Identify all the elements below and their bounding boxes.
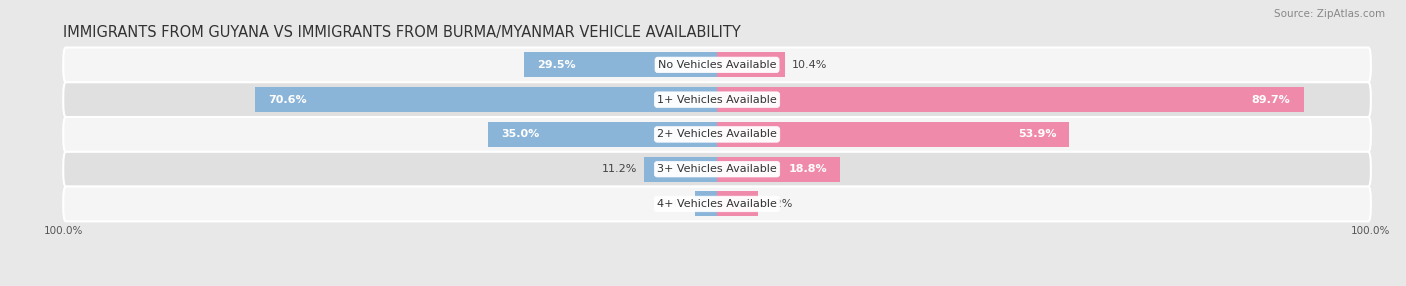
Bar [717,191,758,217]
Text: 29.5%: 29.5% [537,60,576,70]
Text: 11.2%: 11.2% [602,164,637,174]
Text: 18.8%: 18.8% [789,164,827,174]
Text: 6.2%: 6.2% [763,199,793,209]
FancyBboxPatch shape [63,82,1371,117]
Text: IMMIGRANTS FROM GUYANA VS IMMIGRANTS FROM BURMA/MYANMAR VEHICLE AVAILABILITY: IMMIGRANTS FROM GUYANA VS IMMIGRANTS FRO… [63,25,741,40]
Bar [717,157,839,182]
Bar [695,191,717,217]
Text: Source: ZipAtlas.com: Source: ZipAtlas.com [1274,9,1385,19]
FancyBboxPatch shape [63,117,1371,152]
FancyBboxPatch shape [63,152,1371,186]
FancyBboxPatch shape [63,186,1371,221]
Text: 4+ Vehicles Available: 4+ Vehicles Available [657,199,778,209]
Text: 2+ Vehicles Available: 2+ Vehicles Available [657,130,778,139]
Text: 53.9%: 53.9% [1018,130,1056,139]
Bar [256,87,717,112]
FancyBboxPatch shape [63,47,1371,82]
Bar [717,52,785,78]
Text: 3.4%: 3.4% [659,199,689,209]
Text: 35.0%: 35.0% [502,130,540,139]
Text: 3+ Vehicles Available: 3+ Vehicles Available [657,164,778,174]
Bar [488,122,717,147]
Bar [717,87,1303,112]
Text: 89.7%: 89.7% [1251,95,1291,105]
Bar [524,52,717,78]
Text: No Vehicles Available: No Vehicles Available [658,60,776,70]
Text: 10.4%: 10.4% [792,60,827,70]
Bar [644,157,717,182]
Bar [717,122,1070,147]
Text: 1+ Vehicles Available: 1+ Vehicles Available [657,95,778,105]
Text: 70.6%: 70.6% [269,95,307,105]
